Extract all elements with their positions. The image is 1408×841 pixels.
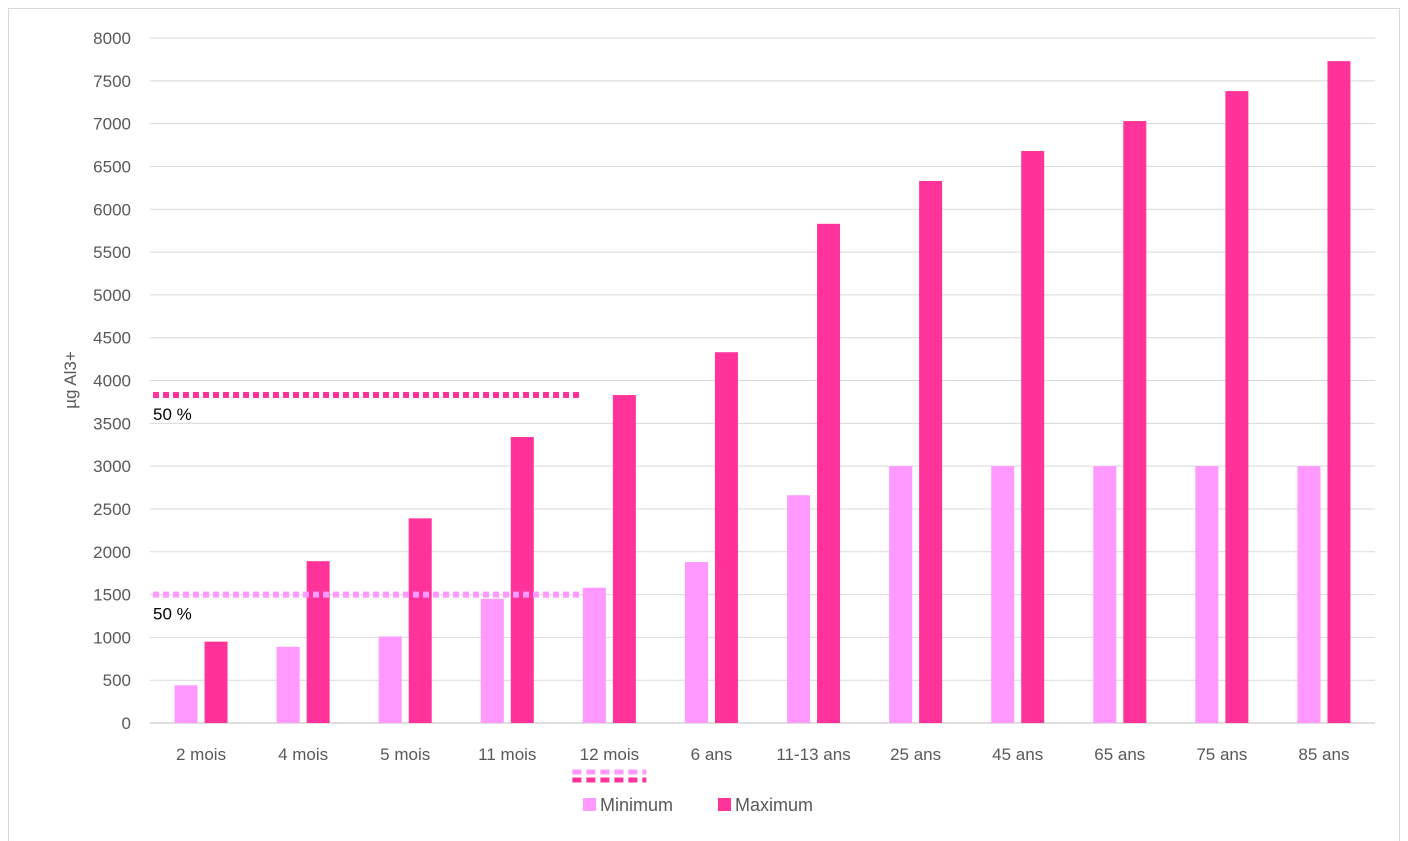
y-tick-label: 500 [103,671,131,690]
y-tick-label: 7000 [93,115,131,134]
gridlines [150,37,1375,724]
annotations: 50 % 50 % [153,392,647,783]
y-tick-label: 6000 [93,200,131,219]
bars [174,61,1351,723]
bar-maximum [408,518,432,723]
bar-minimum [1297,466,1321,723]
bar-minimum [174,685,198,723]
bar-minimum [684,562,708,723]
y-tick-label: 1000 [93,628,131,647]
y-tick-label: 4000 [93,372,131,391]
x-tick-label: 6 ans [691,745,733,764]
bar-maximum [714,352,738,723]
bar-maximum [1021,151,1045,723]
y-tick-label: 4500 [93,329,131,348]
bar-minimum [276,646,300,723]
bar-maximum [612,395,636,723]
x-tick-label: 75 ans [1196,745,1247,764]
bar-maximum [1123,121,1147,723]
y-tick-label: 1500 [93,586,131,605]
bar-minimum [582,587,606,723]
y-tick-label: 5500 [93,243,131,262]
bar-maximum [1225,91,1249,723]
bar-maximum [817,223,841,723]
y-axis-title: µg Al3+ [61,351,80,409]
x-tick-label: 4 mois [278,745,328,764]
y-tick-label: 2000 [93,543,131,562]
y-tick-label: 0 [122,714,131,733]
annotation-label: 50 % [153,605,192,624]
bar-maximum [919,180,943,723]
legend-swatch-minimum [583,798,596,811]
x-tick-label: 12 mois [580,745,640,764]
x-tick-label: 25 ans [890,745,941,764]
y-tick-label: 6500 [93,157,131,176]
x-tick-label: 45 ans [992,745,1043,764]
bar-maximum [204,641,228,723]
bar-minimum [1195,466,1219,723]
bar-minimum [1093,466,1117,723]
bar-minimum [787,495,811,723]
legend-label-maximum: Maximum [735,795,813,815]
y-tick-label: 5000 [93,286,131,305]
x-tick-label: 11 mois [478,745,536,764]
y-tick-label: 7500 [93,72,131,91]
y-tick-label: 2500 [93,500,131,519]
bar-minimum [991,466,1015,723]
legend-swatch-maximum [718,798,731,811]
bar-maximum [510,437,534,723]
bar-maximum [306,561,330,723]
x-tick-label: 5 mois [380,745,430,764]
x-axis-tick-labels: 2 mois 4 mois 5 mois 11 mois 12 mois 6 ans 11-… [176,745,1349,764]
legend: Minimum Maximum [583,795,813,815]
y-tick-label: 3500 [93,414,131,433]
x-tick-label: 2 mois [176,745,226,764]
annotation-label: 50 % [153,405,192,424]
x-tick-label: 11-13 ans [776,745,850,764]
y-tick-label: 3000 [93,457,131,476]
bar-minimum [480,598,504,723]
bar-minimum [889,466,913,723]
x-tick-label: 85 ans [1298,745,1349,764]
bar-minimum [378,636,402,723]
bar-maximum [1327,61,1351,723]
y-tick-label: 8000 [93,29,131,48]
x-tick-label: 65 ans [1094,745,1145,764]
y-axis-tick-labels: 0 500 1000 1500 2000 2500 3000 3500 4000 4500 5000… [93,29,131,733]
legend-label-minimum: Minimum [600,795,673,815]
